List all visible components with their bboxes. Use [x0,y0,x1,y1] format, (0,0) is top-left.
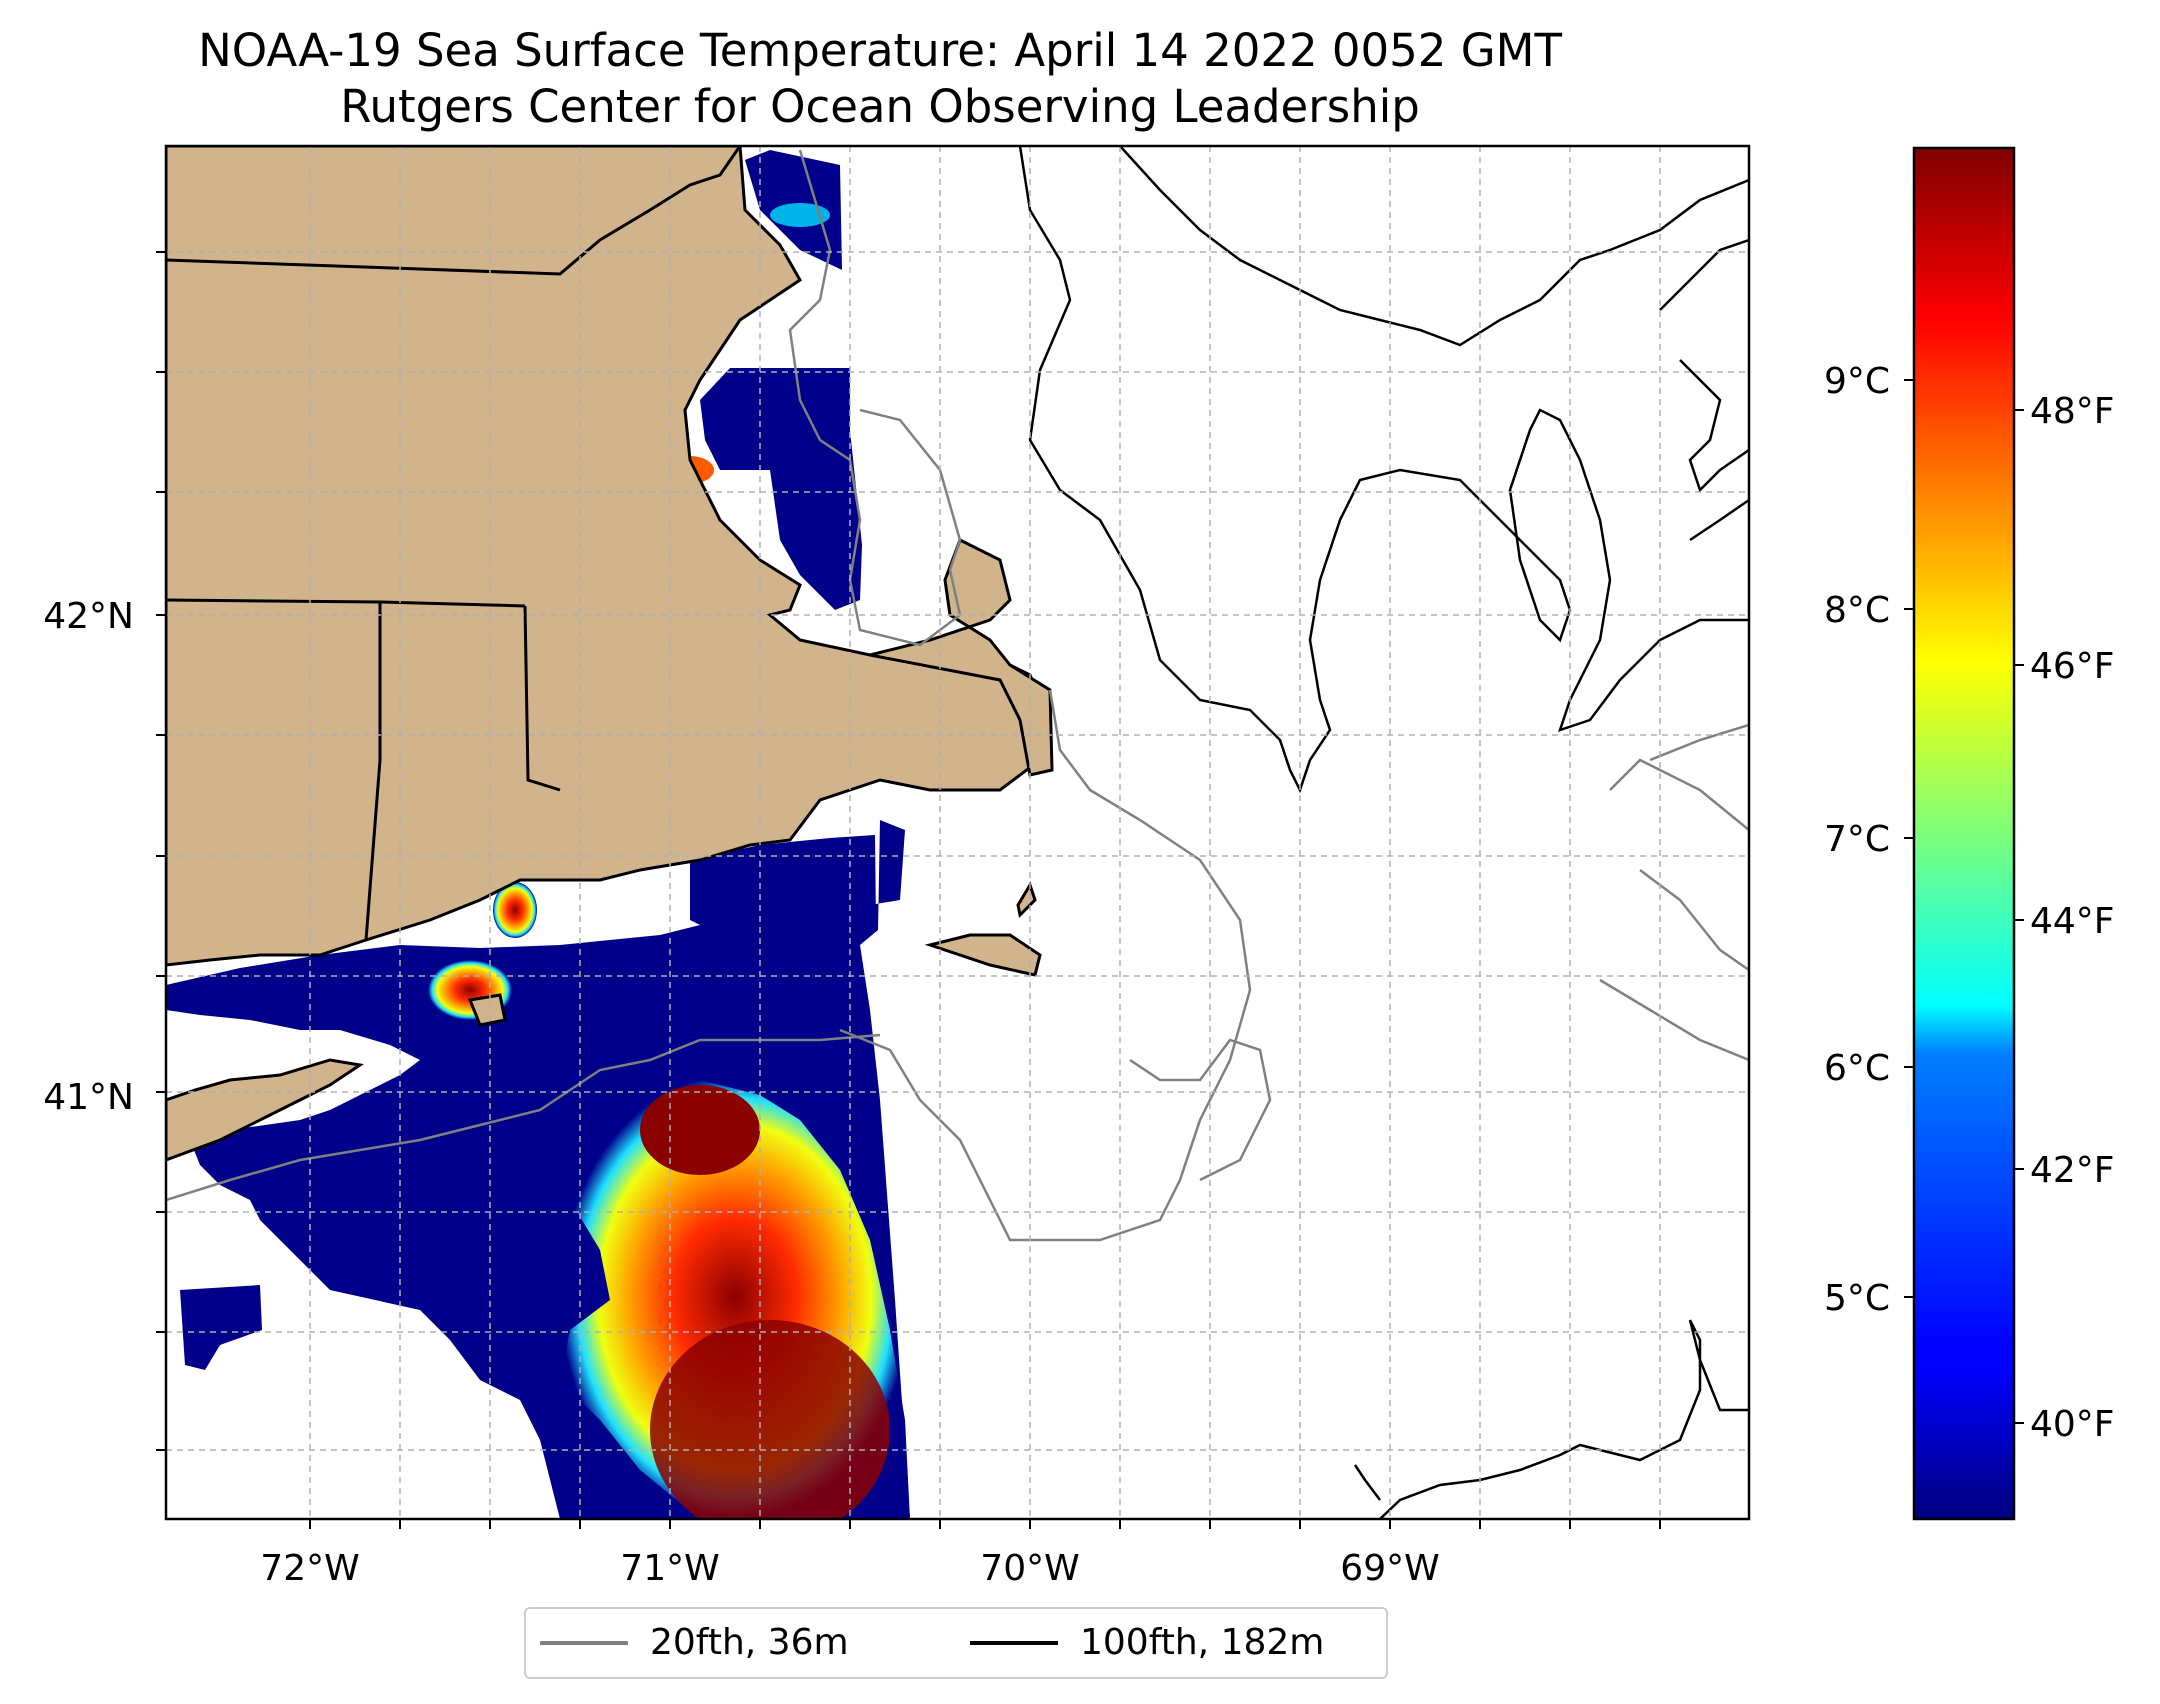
marthas-vineyard [924,933,1042,977]
colorbar-f-label-42: 42°F [2030,1150,2115,1191]
lat-label-41n: 41°N [43,1077,134,1118]
colorbar-f-label-40: 40°F [2030,1404,2115,1445]
colorbar-c-label-7: 7°C [1824,819,1890,860]
sst-warm-eddy [640,1085,760,1175]
sst-data-layer [166,150,910,1519]
colorbar-c-label-6: 6°C [1824,1048,1890,1089]
map-frame [164,144,1751,1521]
map-area [166,146,1749,1519]
state-borders [166,146,742,941]
lon-label-69w: 69°W [1340,1548,1439,1589]
ma-nh-border [166,146,742,276]
colorbar-f-label-44: 44°F [2030,901,2115,942]
legend-label-100fth: 100fth, 182m [1080,1622,1325,1663]
colorbar-c-label-9: 9°C [1824,361,1890,402]
lon-label-71w: 71°W [620,1548,719,1589]
ri-ma-border [523,605,561,792]
legend-swatch-100fth [970,1641,1058,1645]
colorbar-f-label-48: 48°F [2030,391,2115,432]
sst-warm-patch-narragansett [493,882,537,938]
colorbar-f-label-46: 46°F [2030,646,2115,687]
sst-cyan-streak-north [770,203,830,227]
cape-cod [869,537,1054,777]
colorbar-c-label-8: 8°C [1824,590,1890,631]
sst-cold-patch-southwest [180,1285,262,1370]
legend-item-100fth: 100fth, 182m [970,1609,1324,1677]
lon-label-72w: 72°W [260,1548,359,1589]
long-island-tip [166,1058,364,1162]
legend-label-20fth: 20fth, 36m [650,1622,849,1663]
land-layer [166,146,1054,1162]
sst-warm-core [650,1320,890,1519]
ct-ri-border [364,602,382,941]
sst-cold-region-gulf-of-maine [700,368,862,610]
chart-title: NOAA-19 Sea Surface Temperature: April 1… [198,24,1562,77]
colorbar-ticks [1904,379,2024,1424]
colorbar-c-label-5: 5°C [1824,1278,1890,1319]
lon-label-70w: 70°W [980,1548,1079,1589]
axis-ticks [156,251,1661,1529]
sst-cold-region-bay [690,835,876,935]
gridlines [166,146,1749,1519]
chart-subtitle: Rutgers Center for Ocean Observing Leade… [340,80,1420,133]
legend-item-20fth: 20fth, 36m [540,1609,849,1677]
legend-swatch-20fth [540,1641,628,1645]
colorbar [1912,146,2016,1521]
lat-label-42n: 42°N [43,596,134,637]
legend: 20fth, 36m 100fth, 182m [524,1607,1388,1679]
